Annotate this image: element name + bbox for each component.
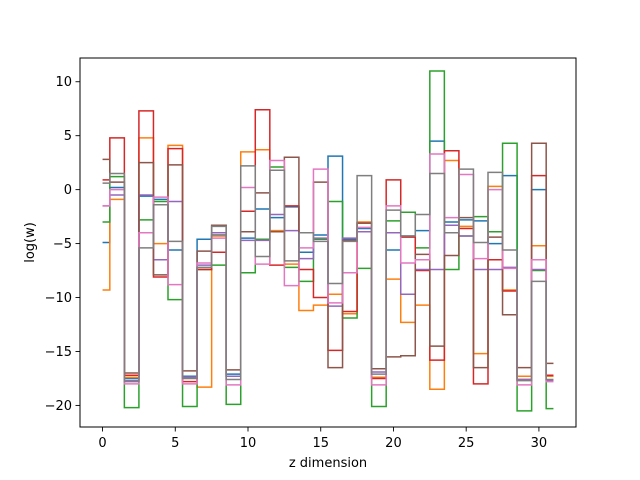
y-tick-label: −20 — [45, 399, 72, 414]
x-axis-label: z dimension — [289, 456, 367, 471]
y-tick-label: −15 — [45, 345, 72, 360]
x-axis-ticks: 0 5 10 15 20 25 30 — [98, 427, 547, 451]
series-line-7 — [102, 153, 554, 386]
y-tick-label: −10 — [45, 291, 72, 306]
series-line-8 — [102, 165, 554, 383]
y-tick-label: 0 — [64, 183, 72, 198]
x-tick-label: 30 — [531, 436, 548, 451]
y-tick-label: 5 — [64, 129, 72, 144]
y-axis-label: log(w) — [23, 222, 38, 263]
x-tick-label: 20 — [385, 436, 402, 451]
y-tick-label: −5 — [53, 237, 72, 252]
axes-frame — [79, 57, 577, 428]
x-tick-label: 15 — [312, 436, 329, 451]
x-tick-label: 5 — [171, 436, 179, 451]
x-tick-label: 25 — [458, 436, 475, 451]
y-tick-label: 10 — [55, 75, 72, 90]
x-tick-label: 0 — [98, 436, 106, 451]
x-tick-label: 10 — [240, 436, 257, 451]
series-layer — [102, 70, 554, 412]
y-axis-ticks: −20 −15 −10 −5 0 5 10 — [45, 75, 80, 414]
